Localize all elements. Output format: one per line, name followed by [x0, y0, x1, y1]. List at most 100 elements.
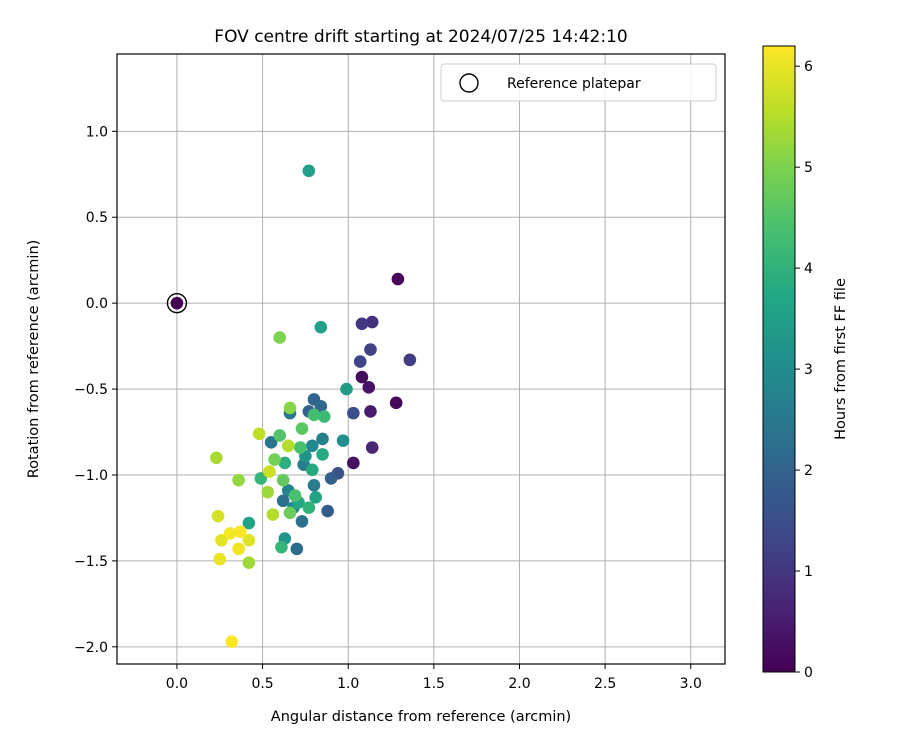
data-point [232, 542, 245, 556]
colorbar-gradient [762, 45, 796, 673]
data-point [314, 320, 328, 334]
data-point [307, 478, 321, 492]
colorbar-tick-label: 5 [804, 160, 813, 176]
data-point [254, 472, 268, 485]
data-point [290, 542, 304, 556]
y-tick-label: −1.0 [74, 468, 108, 484]
data-point [305, 439, 319, 453]
data-point [288, 489, 302, 502]
data-points [166, 164, 417, 648]
x-axis-ticks: 0.0 0.5 1.0 1.5 2.0 2.5 3.0 [166, 664, 702, 692]
data-point [283, 506, 297, 520]
data-point [213, 552, 227, 566]
y-tick-label: 1.0 [86, 124, 108, 140]
data-point [365, 441, 379, 454]
data-point [305, 463, 319, 477]
data-point [307, 408, 321, 422]
data-point [302, 164, 316, 178]
data-point [317, 410, 331, 423]
x-tick-label: 2.0 [508, 676, 530, 692]
data-point [353, 355, 367, 368]
data-point [223, 527, 237, 540]
x-tick-label: 0.0 [166, 676, 188, 692]
x-tick-label: 2.5 [594, 676, 616, 692]
data-point [276, 494, 290, 508]
colorbar-tick-label: 3 [804, 362, 813, 378]
colorbar-tick-label: 4 [804, 261, 813, 277]
data-point [266, 508, 280, 521]
data-point [210, 451, 223, 465]
colorbar-tick-label: 1 [804, 564, 813, 580]
data-point [275, 540, 288, 554]
data-point [234, 525, 247, 538]
data-point [273, 429, 287, 442]
data-point [347, 456, 360, 470]
data-point [336, 434, 350, 447]
data-point [242, 516, 256, 530]
data-point [302, 501, 316, 514]
data-point [225, 635, 239, 648]
y-axis-ticks: −2.0 −1.5 −1.0 −0.5 0.0 0.5 1.0 [74, 124, 117, 656]
chart-title: FOV centre drift starting at 2024/07/25 … [214, 27, 627, 47]
x-tick-label: 3.0 [680, 676, 702, 692]
colorbar-tick-label: 2 [804, 463, 813, 479]
data-point [295, 422, 309, 435]
data-point [211, 509, 225, 523]
data-point [347, 406, 360, 420]
colorbar-tick-label: 6 [804, 59, 813, 75]
data-point [324, 472, 338, 485]
data-point [263, 465, 276, 478]
x-tick-label: 1.5 [423, 676, 445, 692]
y-axis-label: Rotation from reference (arcmin) [26, 240, 42, 479]
data-point [232, 473, 245, 487]
y-tick-label: −0.5 [74, 382, 108, 398]
data-point [278, 456, 292, 470]
reference-point [170, 296, 184, 310]
plot-frame [116, 53, 726, 665]
colorbar-ticks: 0 1 2 3 4 5 6 [795, 59, 813, 681]
colorbar-label: Hours from first FF file [833, 278, 849, 440]
data-point [268, 453, 281, 466]
data-point [316, 448, 329, 461]
y-tick-label: −1.5 [74, 554, 108, 570]
legend-marker-open-circle [459, 73, 479, 93]
colorbar: 0 1 2 3 4 5 6 Hours from first FF file [762, 45, 849, 681]
data-point [264, 436, 278, 449]
data-point [293, 441, 307, 454]
grid-lines [117, 54, 725, 664]
legend-label: Reference platepar [507, 76, 641, 92]
data-point [355, 370, 369, 384]
data-point [364, 405, 377, 418]
data-point [316, 432, 329, 446]
data-point [242, 556, 256, 569]
data-point [273, 331, 287, 344]
reference-marker-ring [166, 292, 188, 314]
data-point [252, 427, 266, 441]
data-point [391, 272, 405, 286]
legend: Reference platepar [440, 63, 717, 102]
data-point [261, 485, 275, 499]
data-point [321, 504, 334, 518]
data-point [314, 399, 328, 413]
data-point [355, 317, 369, 331]
y-tick-label: 0.0 [86, 296, 108, 312]
y-tick-label: 0.5 [86, 210, 108, 226]
colorbar-tick-label: 0 [804, 665, 813, 681]
data-point [281, 439, 295, 453]
data-point [242, 533, 256, 547]
data-point [295, 515, 309, 528]
data-point [340, 382, 353, 396]
data-point [365, 315, 379, 329]
data-point [276, 473, 290, 487]
x-axis-label: Angular distance from reference (arcmin) [271, 709, 571, 725]
x-tick-label: 1.0 [337, 676, 359, 692]
data-point [283, 401, 297, 415]
data-point [362, 381, 376, 394]
data-point [389, 396, 403, 410]
x-tick-label: 0.5 [251, 676, 273, 692]
y-tick-label: −2.0 [74, 640, 108, 656]
data-point [364, 343, 377, 356]
data-point [309, 491, 322, 504]
